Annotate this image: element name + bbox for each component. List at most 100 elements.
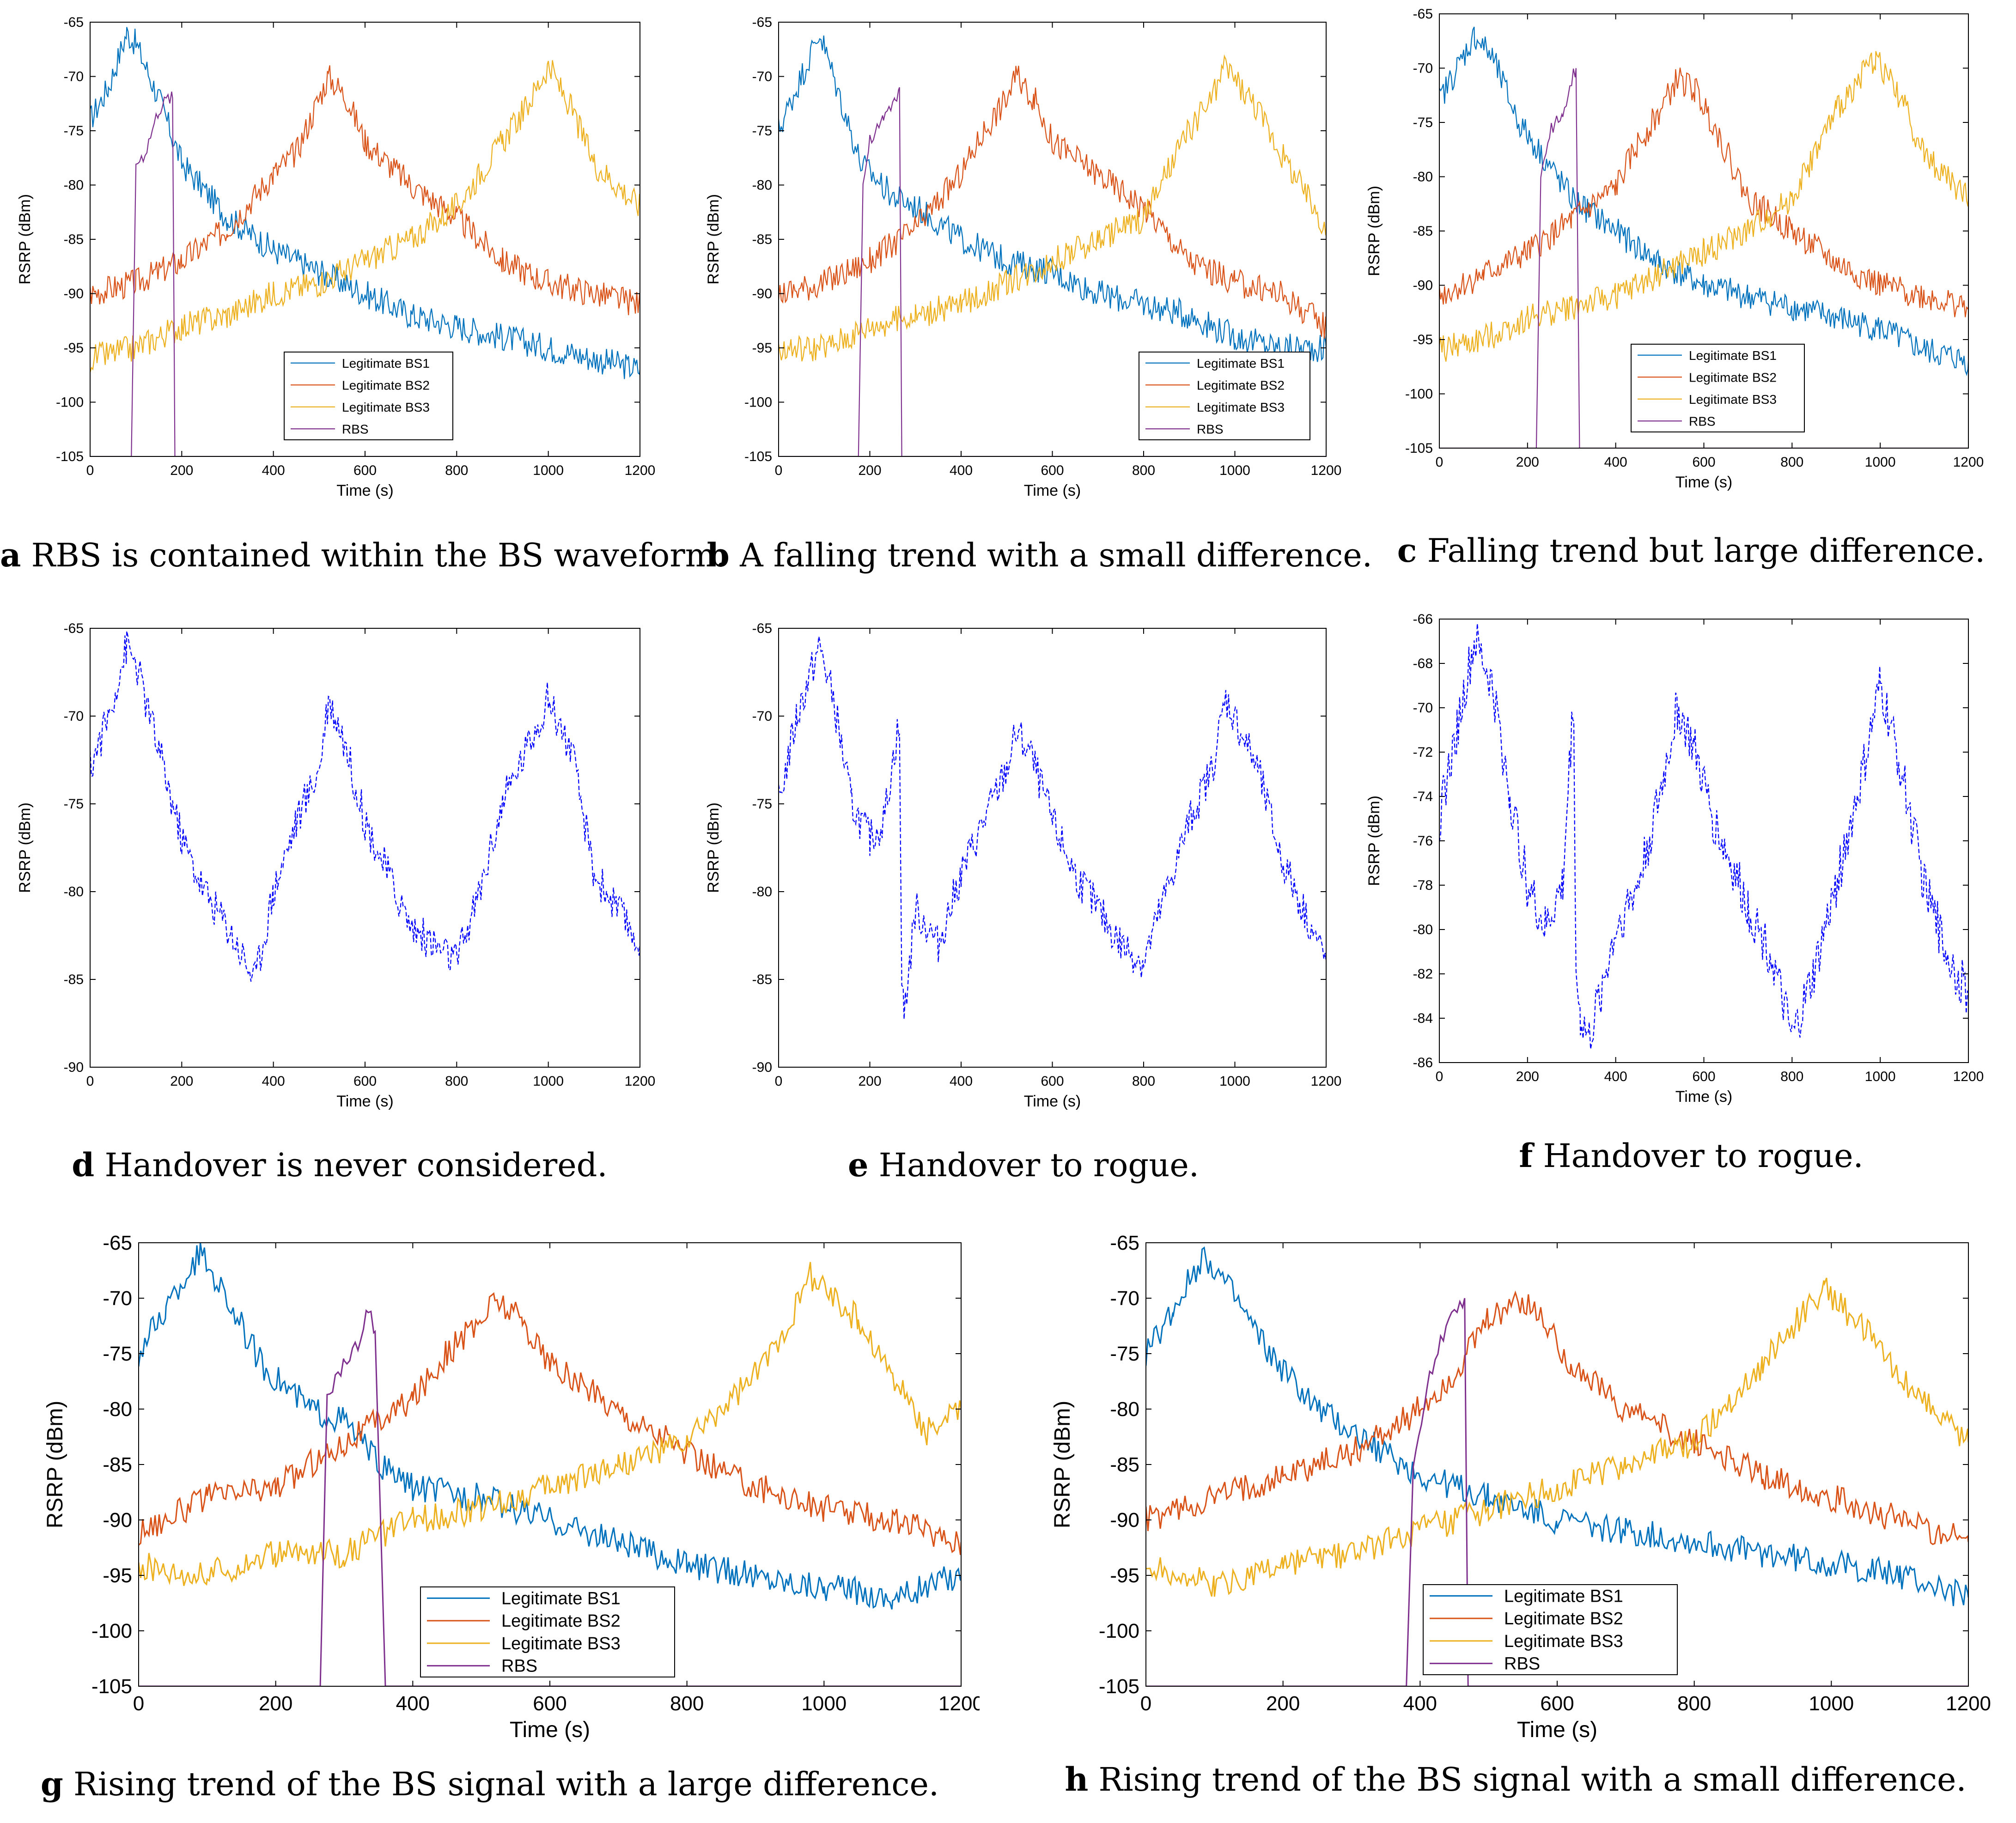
- y-tick-label: -85: [64, 972, 84, 987]
- y-tick-label: -95: [1413, 332, 1433, 347]
- y-tick-label: -65: [64, 621, 84, 636]
- series-line-legitimate-bs1: [1439, 26, 1968, 377]
- y-tick-label: -85: [103, 1453, 132, 1476]
- y-tick-label: -65: [752, 15, 772, 30]
- series-group: [1439, 26, 1968, 448]
- y-tick-label: -70: [1110, 1287, 1139, 1310]
- chart-panel-g: 0 200 400 600 800 1000 1200 -65 -70 -75 -80 -85 -90 -…: [0, 1220, 980, 1742]
- x-tick-label: 0: [86, 463, 94, 478]
- caption-f: f Handover to rogue.: [1368, 1136, 2015, 1175]
- x-tick-label: 800: [445, 1074, 468, 1089]
- y-tick-label: -70: [64, 69, 84, 85]
- y-axis-label: RSRP (dBm): [16, 194, 34, 285]
- caption-a-text: RBS is contained within the BS waveform.: [21, 536, 726, 574]
- y-tick-label: -90: [64, 286, 84, 302]
- x-tick-label: 200: [170, 463, 193, 478]
- series-line-legitimate-bs3: [139, 1262, 961, 1586]
- y-tick-label: -100: [91, 1620, 132, 1642]
- x-tick-label: 0: [1140, 1692, 1151, 1715]
- y-tick-label: -85: [752, 232, 772, 247]
- legend-label: Legitimate BS3: [1689, 392, 1777, 407]
- y-tick-label: -70: [752, 69, 772, 85]
- x-tick-label: 600: [1041, 1074, 1064, 1089]
- caption-c-text: Falling trend but large difference.: [1417, 532, 1986, 570]
- chart-panel-a: 0 200 400 600 800 1000 1200 -65 -70 -75 -80 -85 -90 -…: [0, 0, 679, 517]
- series-line-legitimate-bs3: [90, 60, 640, 373]
- x-tick-label: 200: [170, 1074, 193, 1089]
- legend-label: Legitimate BS1: [1197, 356, 1285, 371]
- chart-g: 0 200 400 600 800 1000 1200 -65 -70 -75 -80 -85 -90 -…: [43, 1232, 980, 1742]
- caption-g-letter: g: [40, 1765, 63, 1803]
- y-tick-label: -90: [103, 1509, 132, 1531]
- y-tick-label: -95: [103, 1564, 132, 1587]
- y-tick-label: -100: [1099, 1620, 1139, 1642]
- legend-label: Legitimate BS3: [501, 1634, 621, 1653]
- x-tick-label: 800: [1780, 455, 1803, 470]
- chart-a: 0 200 400 600 800 1000 1200 -65 -70 -75 -80 -85 -90 -…: [16, 15, 655, 499]
- x-axis-label: Time (s): [1675, 1088, 1732, 1106]
- caption-b: b A falling trend with a small differenc…: [698, 536, 1382, 574]
- series-line-legitimate-bs2: [1146, 1290, 1968, 1545]
- chart-e: 0 200 400 600 800 1000 1200 -65 -70 -75 -80 -85 -90 T…: [705, 621, 1342, 1110]
- plot-area: [779, 628, 1326, 1067]
- series-line-legitimate-bs1: [779, 35, 1326, 362]
- series-group: [779, 35, 1326, 456]
- y-axis-label: RSRP (dBm): [705, 194, 722, 285]
- series-group: [1146, 1246, 1968, 1686]
- x-tick-label: 600: [1692, 1069, 1715, 1084]
- y-tick-label: -80: [64, 884, 84, 899]
- x-axis-label: Time (s): [1024, 1093, 1081, 1110]
- y-tick-label: -105: [744, 449, 772, 464]
- legend-label: Legitimate BS3: [342, 400, 430, 414]
- y-tick-label: -68: [1413, 656, 1433, 671]
- y-tick-label: -105: [1405, 441, 1433, 456]
- y-tick-label: -70: [103, 1287, 132, 1310]
- caption-e-letter: e: [848, 1146, 869, 1184]
- caption-f-letter: f: [1519, 1136, 1533, 1175]
- y-tick-label: -65: [103, 1232, 132, 1254]
- x-tick-label: 0: [133, 1692, 144, 1715]
- series-line-legitimate-bs3: [779, 54, 1326, 362]
- y-axis-label: RSRP (dBm): [1368, 796, 1383, 886]
- series-line-legitimate-bs1: [1146, 1246, 1968, 1606]
- legend-box: [1631, 344, 1805, 432]
- x-tick-label: 1200: [625, 1074, 656, 1089]
- y-tick-label: -90: [64, 1060, 84, 1075]
- x-tick-label: 1000: [533, 463, 564, 478]
- chart-panel-e: 0 200 400 600 800 1000 1200 -65 -70 -75 -80 -85 -90 T…: [684, 605, 1363, 1123]
- y-tick-label: -90: [752, 286, 772, 302]
- x-tick-label: 200: [259, 1692, 292, 1715]
- x-tick-label: 1000: [1219, 463, 1250, 478]
- x-axis-label: Time (s): [1517, 1718, 1597, 1742]
- legend-label: Legitimate BS1: [1504, 1586, 1623, 1606]
- x-tick-label: 600: [533, 1692, 566, 1715]
- caption-d-letter: d: [72, 1146, 95, 1184]
- x-axis-label: Time (s): [336, 1093, 393, 1110]
- x-axis-label: Time (s): [336, 482, 393, 499]
- y-tick-label: -74: [1413, 789, 1433, 804]
- legend-box: [1423, 1584, 1678, 1675]
- x-tick-label: 1200: [1311, 1074, 1342, 1089]
- caption-g: g Rising trend of the BS signal with a l…: [0, 1765, 980, 1803]
- x-tick-label: 800: [1677, 1692, 1711, 1715]
- legend-label: Legitimate BS1: [1689, 348, 1777, 363]
- y-tick-label: -75: [1110, 1343, 1139, 1365]
- y-tick-label: -78: [1413, 878, 1433, 893]
- x-tick-label: 1000: [1809, 1692, 1854, 1715]
- y-tick-label: -65: [64, 15, 84, 30]
- series-line-legitimate-bs3: [1439, 51, 1968, 362]
- y-tick-label: -75: [64, 123, 84, 139]
- chart-b: 0 200 400 600 800 1000 1200 -65 -70 -75 -80 -85 -90 -…: [705, 15, 1342, 499]
- x-tick-label: 1200: [1311, 463, 1342, 478]
- x-tick-label: 0: [775, 463, 783, 478]
- y-axis-label: RSRP (dBm): [705, 802, 722, 893]
- legend-label: Legitimate BS2: [501, 1611, 621, 1631]
- y-tick-label: -80: [1413, 922, 1433, 937]
- series-line-legitimate-bs3: [1146, 1277, 1968, 1597]
- y-tick-label: -90: [752, 1060, 772, 1075]
- caption-d-text: Handover is never considered.: [94, 1146, 608, 1184]
- y-tick-label: -95: [1110, 1564, 1139, 1587]
- series-group: [139, 1243, 961, 1686]
- y-tick-label: -80: [752, 884, 772, 899]
- y-tick-label: -75: [1413, 115, 1433, 130]
